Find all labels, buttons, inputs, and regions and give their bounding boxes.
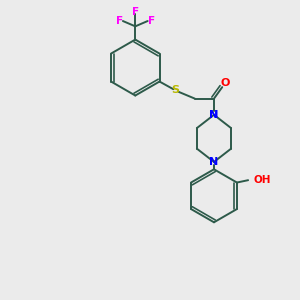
Text: S: S [172,85,180,95]
Text: O: O [220,78,230,88]
Text: N: N [209,110,219,120]
Text: N: N [209,110,219,120]
Text: F: F [132,7,139,17]
Text: F: F [148,16,155,26]
Text: N: N [209,157,219,167]
Text: OH: OH [254,175,271,185]
Text: F: F [116,16,123,26]
